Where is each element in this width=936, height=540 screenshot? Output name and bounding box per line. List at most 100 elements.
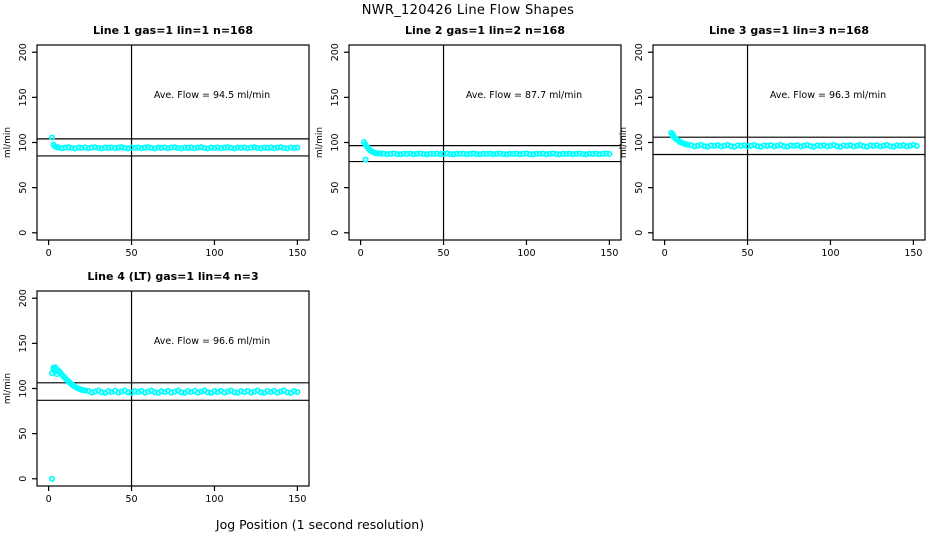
data-point xyxy=(530,151,537,158)
data-point xyxy=(463,151,470,158)
data-point xyxy=(181,144,188,151)
data-point xyxy=(291,144,298,151)
y-tick-label: 150 xyxy=(330,88,341,106)
flow-panel-line-1: Line 1 gas=1 lin=1 n=168 0 50 100 150 200 0 50 1… xyxy=(0,20,320,272)
plot-box xyxy=(652,44,926,241)
x-tick-label: 0 xyxy=(46,494,52,505)
data-point xyxy=(420,151,427,158)
y-tick-label: 0 xyxy=(18,476,29,482)
data-point xyxy=(483,150,490,157)
data-point xyxy=(691,143,698,150)
data-point xyxy=(450,151,457,158)
y-tick-label: 100 xyxy=(18,133,29,151)
x-tick-label: 0 xyxy=(662,248,668,259)
data-point xyxy=(171,144,178,151)
data-point xyxy=(586,150,593,157)
panel-title: Line 3 gas=1 lin=3 n=168 xyxy=(709,24,869,37)
data-point xyxy=(453,150,460,157)
flow-panel-line-3: Line 3 gas=1 lin=3 n=168 0 50 100 150 200 0 50 1… xyxy=(616,20,936,272)
data-point xyxy=(850,143,857,150)
y-tick-label: 200 xyxy=(330,43,341,61)
plot-box xyxy=(36,44,310,241)
data-point xyxy=(533,150,540,157)
x-tick-label: 150 xyxy=(600,248,618,259)
data-point xyxy=(115,144,122,151)
data-point xyxy=(284,389,291,396)
data-point xyxy=(198,144,205,151)
data-point xyxy=(447,151,454,158)
data-point xyxy=(251,144,258,151)
data-point xyxy=(178,389,185,396)
data-point xyxy=(583,151,590,158)
data-point xyxy=(797,143,804,150)
data-point xyxy=(593,150,600,157)
data-point xyxy=(576,150,583,157)
data-point xyxy=(135,144,142,151)
data-point xyxy=(62,144,69,151)
data-point xyxy=(128,144,135,151)
data-point xyxy=(707,142,715,149)
panel-title: Line 2 gas=1 lin=2 n=168 xyxy=(405,24,565,37)
data-point xyxy=(827,142,834,149)
data-point xyxy=(417,150,424,157)
data-point xyxy=(589,150,596,157)
data-point xyxy=(208,144,215,151)
data-point xyxy=(413,150,421,157)
data-point xyxy=(98,389,105,396)
data-point xyxy=(721,142,728,149)
y-tick-label: 200 xyxy=(18,289,29,307)
data-point xyxy=(457,150,464,157)
x-tick-label: 100 xyxy=(205,248,223,259)
data-point xyxy=(237,388,245,395)
data-point xyxy=(727,143,735,150)
data-point xyxy=(480,150,487,157)
y-tick-label: 100 xyxy=(634,133,645,151)
data-point xyxy=(503,151,510,158)
data-point xyxy=(506,150,513,157)
x-tick-label: 50 xyxy=(125,494,137,505)
x-tick-label: 100 xyxy=(517,248,535,259)
panel-title: Line 1 gas=1 lin=1 n=168 xyxy=(93,24,253,37)
ave-flow-annotation: Ave. Flow = 96.3 ml/min xyxy=(770,90,886,101)
data-point xyxy=(231,389,238,396)
data-point xyxy=(843,142,851,149)
x-tick-label: 0 xyxy=(358,248,364,259)
y-axis-label: ml/min xyxy=(3,373,13,404)
data-point xyxy=(913,142,920,149)
data-point xyxy=(510,150,517,157)
data-point xyxy=(145,144,152,151)
data-point xyxy=(566,150,573,157)
y-tick-label: 50 xyxy=(18,182,29,194)
data-point xyxy=(267,144,274,151)
data-point xyxy=(125,145,132,152)
data-point xyxy=(549,150,557,157)
data-point xyxy=(701,143,708,150)
y-tick-label: 0 xyxy=(330,230,341,236)
data-point xyxy=(569,151,576,158)
data-point xyxy=(204,389,211,396)
data-point xyxy=(771,143,778,150)
data-point xyxy=(400,150,407,157)
data-point xyxy=(294,144,301,151)
data-point xyxy=(486,150,494,157)
y-tick-label: 100 xyxy=(330,133,341,151)
data-point xyxy=(281,144,288,152)
data-point xyxy=(121,144,128,152)
data-point xyxy=(853,142,861,149)
data-point xyxy=(711,142,718,149)
data-point xyxy=(191,145,198,152)
data-point xyxy=(520,150,527,157)
data-point xyxy=(867,142,874,149)
data-point xyxy=(553,151,560,158)
data-point xyxy=(257,389,264,396)
data-point xyxy=(65,144,72,151)
data-point xyxy=(764,142,771,149)
data-point xyxy=(237,144,245,151)
data-point xyxy=(403,150,411,157)
data-points xyxy=(48,134,301,152)
data-point xyxy=(787,142,794,149)
data-point xyxy=(433,150,440,157)
data-point xyxy=(599,150,606,157)
data-point xyxy=(158,144,165,151)
data-point xyxy=(476,151,484,158)
